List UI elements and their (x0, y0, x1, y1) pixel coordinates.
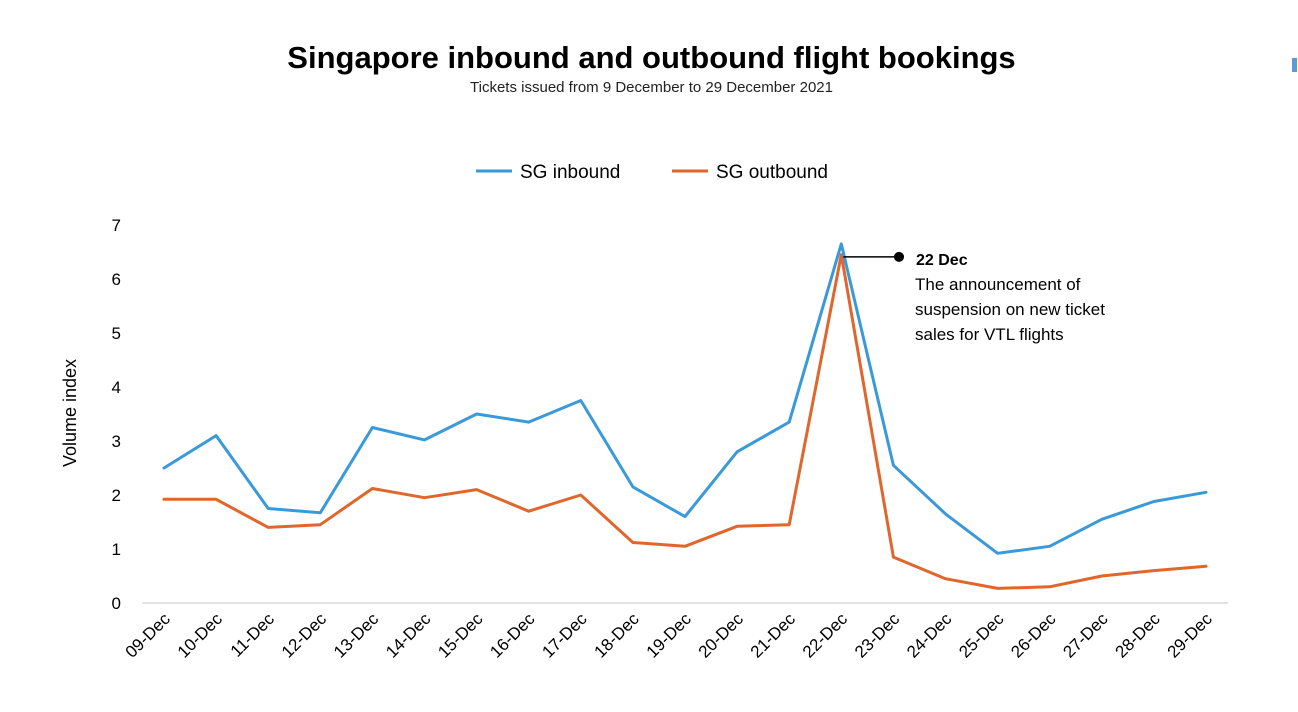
y-tick-label: 4 (112, 378, 121, 397)
x-tick-label: 25-Dec (955, 609, 1008, 662)
x-tick-label: 27-Dec (1059, 609, 1112, 662)
y-axis-title: Volume index (60, 359, 80, 467)
x-tick-label: 29-Dec (1164, 609, 1217, 662)
annotation-line-3: sales for VTL flights (915, 325, 1064, 344)
chart-title: Singapore inbound and outbound flight bo… (287, 40, 1016, 75)
x-tick-label: 13-Dec (330, 609, 383, 662)
x-tick-label: 20-Dec (695, 609, 748, 662)
edge-marker (1292, 58, 1297, 72)
x-tick-label: 17-Dec (538, 609, 591, 662)
x-tick-label: 26-Dec (1007, 609, 1060, 662)
chart-subtitle: Tickets issued from 9 December to 29 Dec… (470, 79, 833, 96)
y-tick-label: 3 (112, 432, 121, 451)
annotation: 22 Dec The announcement of suspension on… (843, 251, 1105, 344)
annotation-dot (894, 251, 904, 262)
x-tick-label: 23-Dec (851, 609, 904, 662)
legend: SG inbound SG outbound (476, 162, 828, 183)
x-tick-label: 24-Dec (903, 609, 956, 662)
annotation-line-1: The announcement of (915, 275, 1081, 294)
x-tick-label: 11-Dec (227, 609, 279, 661)
x-tick-label: 28-Dec (1112, 609, 1165, 662)
x-tick-label: 19-Dec (643, 609, 696, 662)
y-tick-label: 5 (112, 324, 121, 343)
y-tick-label: 0 (112, 594, 121, 613)
legend-label-outbound: SG outbound (716, 162, 828, 183)
annotation-title: 22 Dec (916, 252, 968, 269)
y-tick-label: 1 (112, 540, 121, 559)
y-ticks: 0 1 2 3 4 5 6 7 (112, 216, 121, 613)
x-tick-label: 15-Dec (434, 609, 487, 662)
y-tick-label: 7 (112, 216, 121, 235)
annotation-line-2: suspension on new ticket (915, 300, 1105, 319)
x-ticks: 09-Dec 10-Dec 11-Dec 12-Dec 13-Dec 14-Dec 15-D… (122, 609, 1217, 662)
series-line-sg-inbound (162, 242, 1208, 555)
x-tick-label: 16-Dec (486, 609, 539, 662)
series-lines (162, 242, 1208, 590)
x-tick-label: 22-Dec (799, 609, 852, 662)
x-tick-label: 12-Dec (278, 609, 331, 662)
legend-label-inbound: SG inbound (520, 162, 620, 183)
x-tick-label: 14-Dec (382, 609, 435, 662)
y-tick-label: 2 (112, 486, 121, 505)
x-tick-label: 09-Dec (122, 609, 175, 662)
x-tick-label: 21-Dec (747, 609, 800, 662)
x-tick-label: 18-Dec (591, 609, 644, 662)
y-tick-label: 6 (112, 270, 121, 289)
x-tick-label: 10-Dec (174, 609, 227, 662)
series-line-sg-outbound (162, 253, 1208, 590)
